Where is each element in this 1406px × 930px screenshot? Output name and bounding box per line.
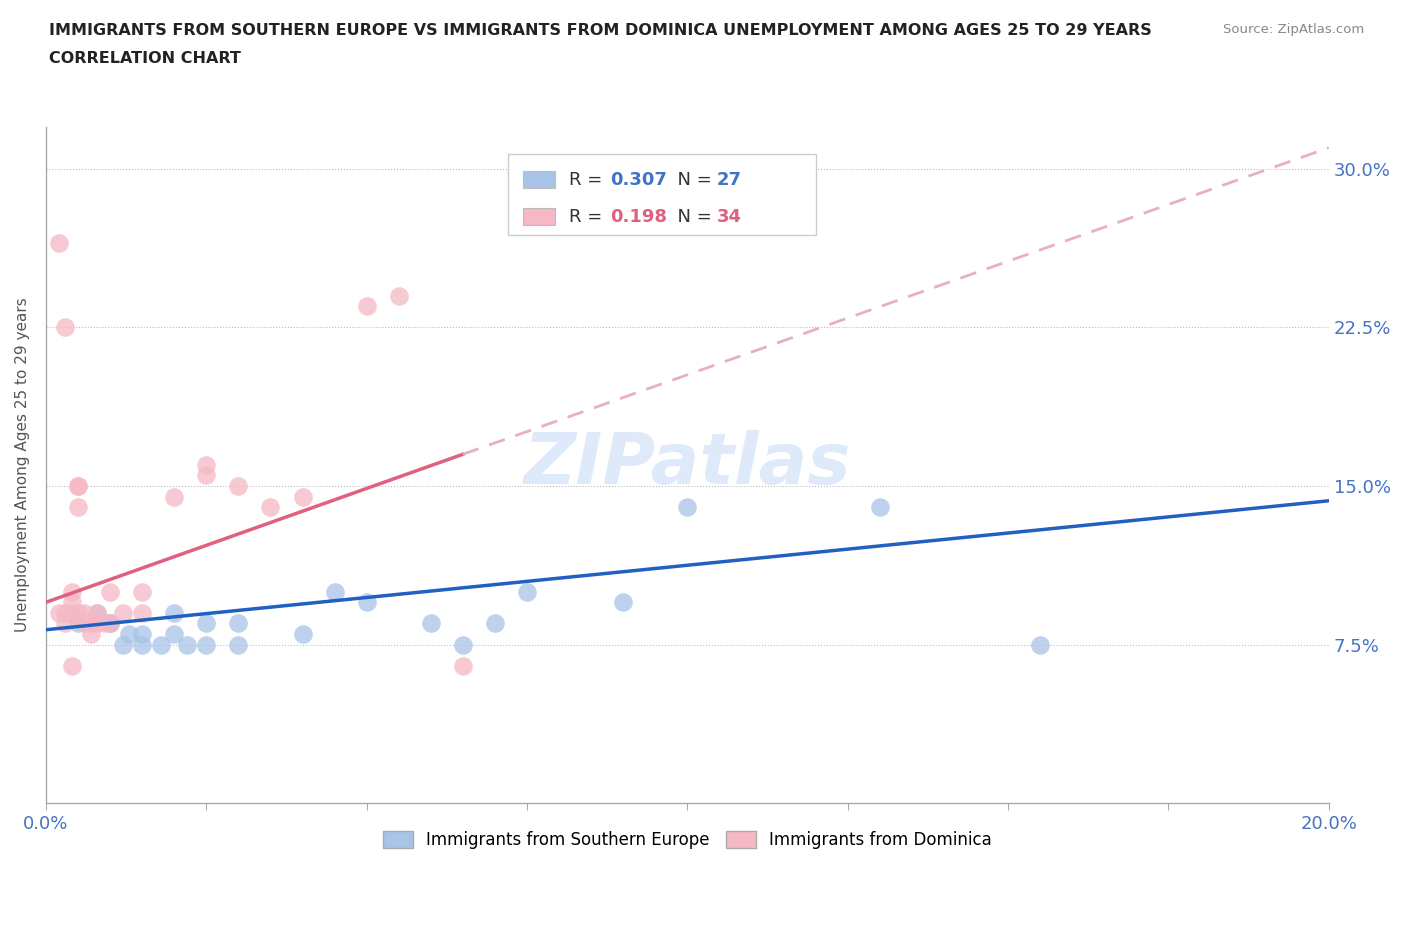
- Point: [131, 627, 153, 642]
- Point: [291, 489, 314, 504]
- Point: [131, 637, 153, 652]
- Point: [118, 627, 141, 642]
- Point: [60, 584, 83, 599]
- Point: [195, 616, 218, 631]
- Point: [163, 489, 186, 504]
- Point: [176, 637, 198, 652]
- Point: [67, 605, 90, 620]
- Point: [484, 616, 506, 631]
- Point: [86, 605, 108, 620]
- Point: [80, 627, 103, 642]
- Point: [86, 616, 108, 631]
- Text: CORRELATION CHART: CORRELATION CHART: [49, 51, 240, 66]
- Point: [86, 605, 108, 620]
- Point: [98, 616, 121, 631]
- Text: R =: R =: [569, 170, 609, 189]
- Point: [67, 479, 90, 494]
- Point: [451, 658, 474, 673]
- Point: [356, 595, 378, 610]
- Point: [67, 499, 90, 514]
- Point: [676, 499, 699, 514]
- Point: [53, 320, 76, 335]
- Point: [451, 637, 474, 652]
- Point: [195, 637, 218, 652]
- Point: [1029, 637, 1052, 652]
- Point: [131, 584, 153, 599]
- Point: [98, 616, 121, 631]
- Point: [291, 627, 314, 642]
- Text: Source: ZipAtlas.com: Source: ZipAtlas.com: [1223, 23, 1364, 36]
- Point: [323, 584, 346, 599]
- Point: [67, 479, 90, 494]
- Point: [869, 499, 891, 514]
- Point: [516, 584, 538, 599]
- Point: [111, 605, 134, 620]
- Point: [80, 616, 103, 631]
- Text: 0.198: 0.198: [610, 208, 668, 226]
- Point: [98, 584, 121, 599]
- Point: [131, 605, 153, 620]
- Text: N =: N =: [665, 170, 717, 189]
- Point: [73, 605, 96, 620]
- Point: [73, 616, 96, 631]
- Point: [98, 616, 121, 631]
- Text: 0.307: 0.307: [610, 170, 668, 189]
- Point: [60, 595, 83, 610]
- Point: [163, 627, 186, 642]
- Legend: Immigrants from Southern Europe, Immigrants from Dominica: Immigrants from Southern Europe, Immigra…: [375, 824, 998, 856]
- FancyBboxPatch shape: [523, 208, 555, 225]
- Text: R =: R =: [569, 208, 609, 226]
- Point: [228, 616, 250, 631]
- Y-axis label: Unemployment Among Ages 25 to 29 years: Unemployment Among Ages 25 to 29 years: [15, 298, 30, 632]
- Point: [356, 299, 378, 313]
- Text: 34: 34: [717, 208, 742, 226]
- Point: [111, 637, 134, 652]
- Point: [419, 616, 441, 631]
- Point: [612, 595, 634, 610]
- Text: ZIPatlas: ZIPatlas: [523, 431, 851, 499]
- Point: [67, 616, 90, 631]
- Point: [259, 499, 281, 514]
- Point: [163, 605, 186, 620]
- Point: [53, 616, 76, 631]
- Point: [228, 637, 250, 652]
- Text: 27: 27: [717, 170, 742, 189]
- Point: [48, 235, 70, 250]
- FancyBboxPatch shape: [523, 171, 555, 188]
- Text: N =: N =: [665, 208, 717, 226]
- Point: [228, 479, 250, 494]
- Point: [150, 637, 173, 652]
- Point: [195, 458, 218, 472]
- Point: [53, 605, 76, 620]
- Point: [60, 658, 83, 673]
- Point: [48, 605, 70, 620]
- FancyBboxPatch shape: [508, 153, 815, 235]
- Point: [195, 468, 218, 483]
- Point: [388, 288, 411, 303]
- Point: [93, 616, 115, 631]
- Point: [709, 172, 731, 187]
- Point: [60, 605, 83, 620]
- Text: IMMIGRANTS FROM SOUTHERN EUROPE VS IMMIGRANTS FROM DOMINICA UNEMPLOYMENT AMONG A: IMMIGRANTS FROM SOUTHERN EUROPE VS IMMIG…: [49, 23, 1152, 38]
